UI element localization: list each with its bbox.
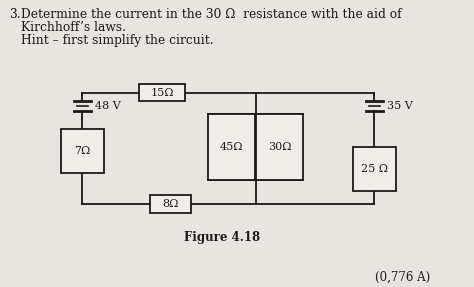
FancyBboxPatch shape: [61, 129, 104, 173]
Text: Figure 4.18: Figure 4.18: [184, 231, 260, 244]
Text: 45Ω: 45Ω: [219, 142, 243, 152]
FancyBboxPatch shape: [256, 115, 303, 180]
Text: Kirchhoff’s laws.: Kirchhoff’s laws.: [20, 21, 126, 34]
Text: 30Ω: 30Ω: [268, 142, 292, 152]
Text: 7Ω: 7Ω: [74, 146, 91, 156]
FancyBboxPatch shape: [138, 84, 185, 102]
FancyBboxPatch shape: [150, 195, 191, 213]
Text: 15Ω: 15Ω: [150, 88, 173, 98]
FancyBboxPatch shape: [208, 115, 255, 180]
Text: 8Ω: 8Ω: [162, 199, 179, 209]
Text: Hint – first simplify the circuit.: Hint – first simplify the circuit.: [20, 34, 213, 47]
Text: 25 Ω: 25 Ω: [361, 164, 388, 174]
Text: 48 V: 48 V: [94, 102, 120, 111]
Text: (0,776 A): (0,776 A): [375, 271, 430, 284]
Text: 35 V: 35 V: [387, 102, 412, 111]
Text: 3.: 3.: [9, 8, 21, 21]
FancyBboxPatch shape: [353, 147, 396, 191]
Text: Determine the current in the 30 Ω  resistance with the aid of: Determine the current in the 30 Ω resist…: [20, 8, 401, 21]
